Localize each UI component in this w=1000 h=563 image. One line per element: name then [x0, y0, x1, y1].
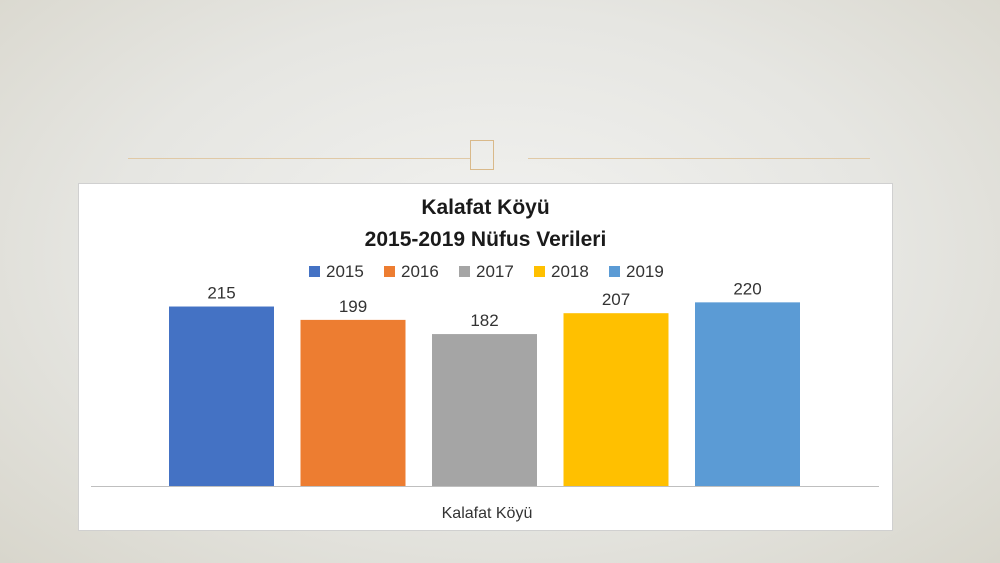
legend-label-2019: 2019 — [626, 262, 664, 281]
data-label-2015: 215 — [207, 284, 235, 303]
legend-label-2018: 2018 — [551, 262, 589, 281]
bar-2018 — [563, 313, 669, 486]
legend: 2015 2016 2017 2018 2019 — [309, 262, 664, 281]
legend-label-2016: 2016 — [401, 262, 439, 281]
bar-2016 — [300, 319, 406, 486]
legend-label-2017: 2017 — [476, 262, 514, 281]
decorative-line-right — [528, 158, 870, 159]
legend-swatch-2016 — [384, 266, 395, 277]
decorative-square — [470, 140, 494, 170]
data-label-2018: 207 — [602, 290, 630, 309]
data-label-2017: 182 — [470, 311, 498, 330]
chart-title-line-1: Kalafat Köyü — [421, 196, 550, 219]
legend-swatch-2019 — [609, 266, 620, 277]
bar-2019 — [695, 302, 800, 486]
bars: 215 199 182 207 220 — [169, 279, 800, 486]
legend-label-2015: 2015 — [326, 262, 364, 281]
legend-swatch-2015 — [309, 266, 320, 277]
chart-frame: Kalafat Köyü 2015-2019 Nüfus Verileri 20… — [78, 183, 893, 531]
chart-title-line-2: 2015-2019 Nüfus Verileri — [364, 228, 607, 251]
decorative-line-left — [128, 158, 470, 159]
data-label-2016: 199 — [339, 297, 367, 316]
data-label-2019: 220 — [733, 279, 761, 298]
x-category-label: Kalafat Köyü — [442, 505, 533, 522]
bar-2015 — [169, 306, 274, 486]
legend-swatch-2017 — [459, 266, 470, 277]
legend-swatch-2018 — [534, 266, 545, 277]
bar-2017 — [432, 334, 537, 486]
bar-chart: 2015 2016 2017 2018 2019 215 199 182 207 220 Kal… — [91, 262, 879, 522]
